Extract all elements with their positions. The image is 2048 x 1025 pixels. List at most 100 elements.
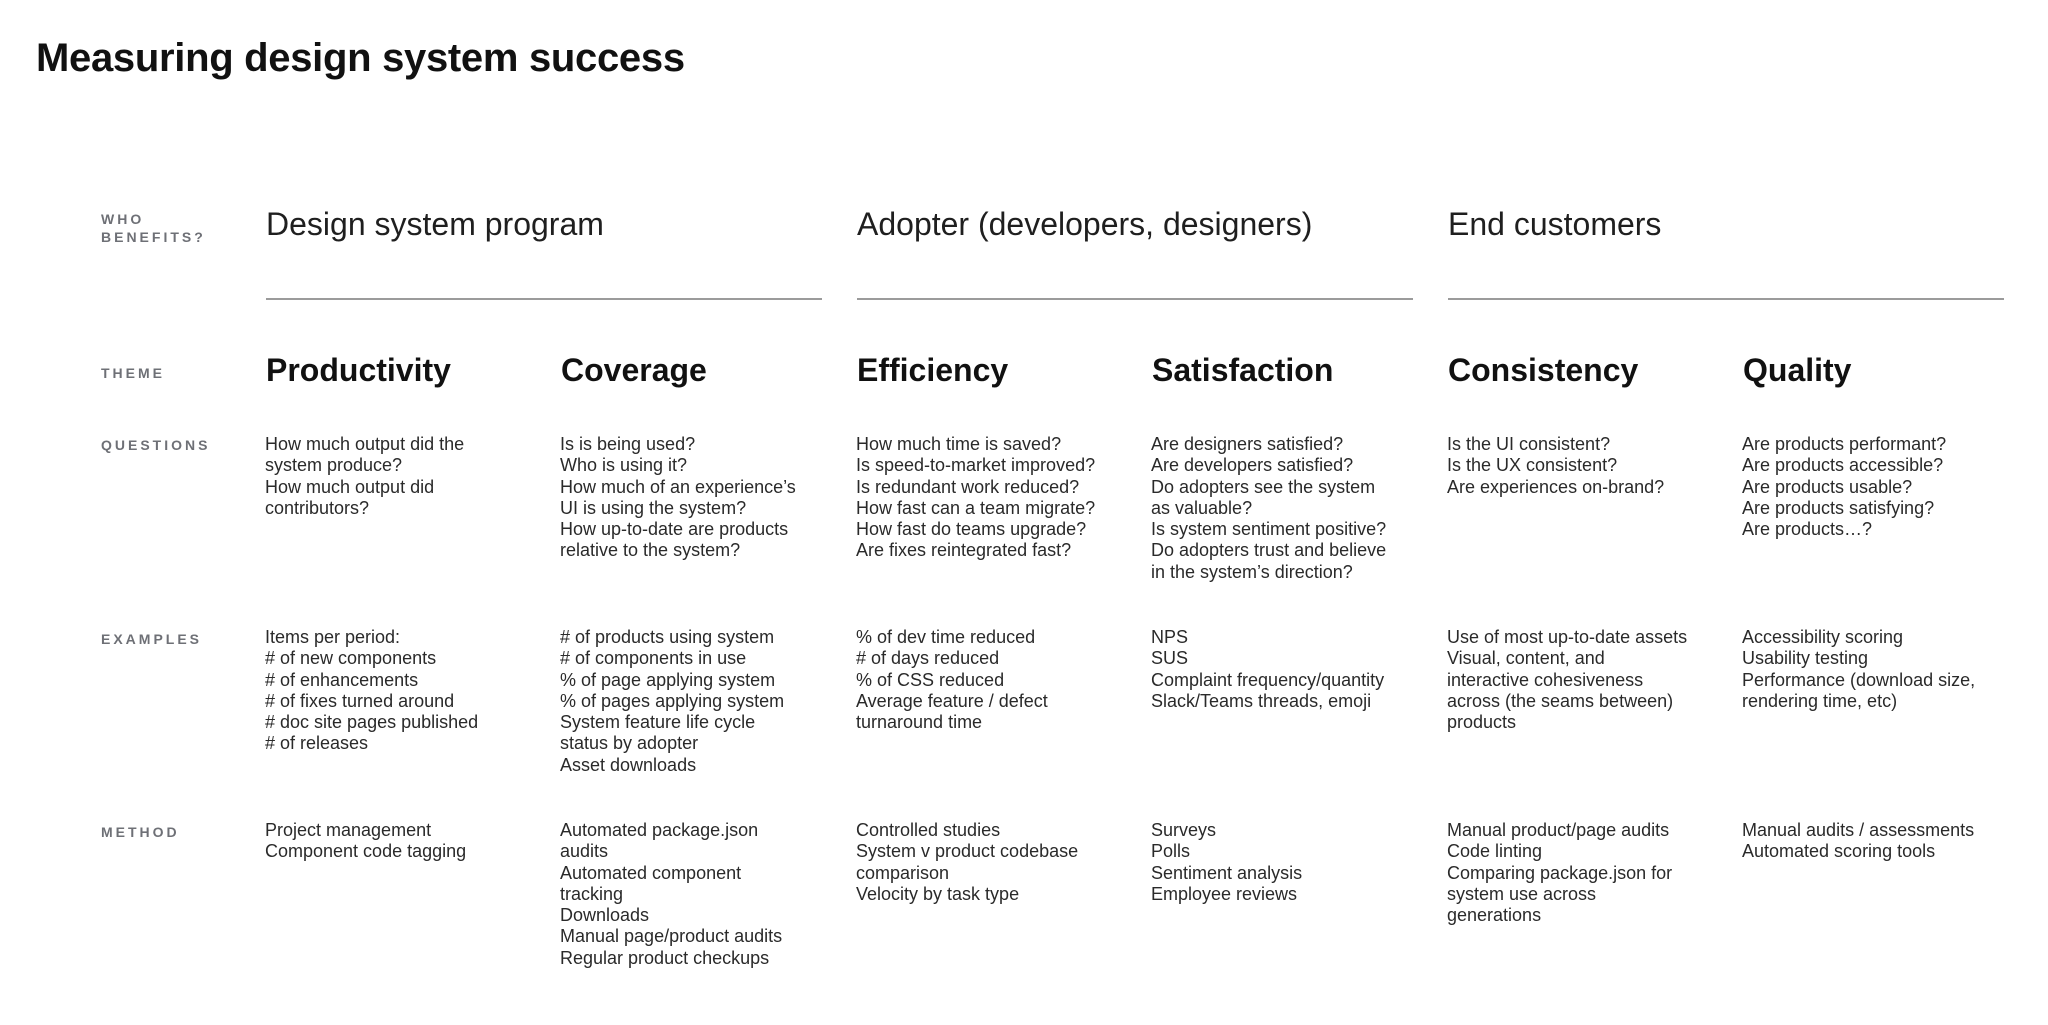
examples-line: Average feature / defect: [856, 690, 1048, 711]
questions-line: Is speed-to-market improved?: [856, 455, 1096, 476]
questions-line: Is the UX consistent?: [1447, 455, 1618, 476]
examples-line: status by adopter: [560, 733, 699, 754]
examples-line: Items per period:: [265, 627, 401, 647]
questions-line: How much time is saved?: [856, 434, 1062, 454]
method-line: Automated scoring tools: [1742, 841, 1936, 862]
row-label-who-benefits-line: BENEFITS?: [101, 229, 206, 245]
group-divider: [857, 298, 1413, 300]
examples-line: Performance (download size,: [1742, 669, 1976, 690]
group-divider: [266, 298, 822, 300]
questions-line: Are developers satisfied?: [1151, 455, 1354, 476]
method-line: Polls: [1151, 841, 1191, 862]
examples-line: # of components in use: [560, 648, 747, 669]
examples-line: Asset downloads: [560, 754, 697, 775]
examples-line: # of products using system: [560, 627, 775, 647]
group-title-design-system-program: Design system program: [266, 206, 604, 242]
method-line: Manual audits / assessments: [1742, 820, 1975, 840]
row-label-method: METHOD: [101, 824, 180, 840]
examples-line: Use of most up-to-date assets: [1447, 627, 1688, 647]
questions-line: Are experiences on-brand?: [1447, 476, 1665, 497]
coverage-questions-cell: Is is being used? Who is using it? How muc…: [560, 434, 840, 562]
method-line: audits: [560, 841, 609, 862]
questions-line: Are products accessible?: [1742, 455, 1944, 476]
method-line: Component code tagging: [265, 841, 467, 862]
quality-method-cell: Manual audits / assessments Automated sco…: [1742, 820, 2022, 863]
theme-title-efficiency: Efficiency: [857, 352, 1009, 388]
method-line: Sentiment analysis: [1151, 862, 1303, 883]
questions-line: Are designers satisfied?: [1151, 434, 1344, 454]
efficiency-questions-cell: How much time is saved? Is speed-to-marke…: [856, 434, 1136, 562]
method-line: system use across: [1447, 883, 1597, 904]
examples-line: # of enhancements: [265, 669, 419, 690]
questions-line: How much output did: [265, 476, 435, 497]
row-label-theme: THEME: [101, 365, 165, 381]
questions-line: Is is being used?: [560, 434, 696, 454]
examples-line: Slack/Teams threads, emoji: [1151, 690, 1372, 711]
quality-questions-cell: Are products performant? Are products acc…: [1742, 434, 2022, 540]
examples-line: Complaint frequency/quantity: [1151, 669, 1385, 690]
efficiency-method-cell: Controlled studies System v product codeb…: [856, 820, 1136, 905]
productivity-method-cell: Project management Component code tagging: [265, 820, 545, 863]
examples-line: rendering time, etc): [1742, 690, 1898, 711]
method-line: Automated package.json: [560, 820, 759, 840]
coverage-method-cell: Automated package.json audits Automated co…: [560, 820, 840, 969]
questions-line: relative to the system?: [560, 540, 741, 561]
method-line: System v product codebase: [856, 841, 1079, 862]
productivity-questions-cell: How much output did the system produce? Ho…: [265, 434, 545, 519]
examples-line: # of new components: [265, 648, 437, 669]
method-line: Project management: [265, 820, 432, 840]
group-title-end-customers: End customers: [1448, 206, 1662, 242]
examples-line: # of releases: [265, 733, 369, 754]
examples-line: % of dev time reduced: [856, 627, 1036, 647]
method-line: Regular product checkups: [560, 947, 770, 968]
questions-line: Is the UI consistent?: [1447, 434, 1611, 454]
questions-line: How much output did the: [265, 434, 465, 454]
efficiency-examples-cell: % of dev time reduced # of days reduced% …: [856, 627, 1136, 733]
questions-line: in the system’s direction?: [1151, 561, 1353, 582]
questions-line: Are fixes reintegrated fast?: [856, 540, 1072, 561]
examples-line: interactive cohesiveness: [1447, 669, 1644, 690]
examples-line: NPS: [1151, 627, 1189, 647]
examples-line: turnaround time: [856, 712, 983, 733]
page-title: Measuring design system success: [36, 36, 685, 80]
method-line: generations: [1447, 905, 1542, 926]
questions-line: Are products performant?: [1742, 434, 1947, 454]
satisfaction-questions-cell: Are designers satisfied? Are developers s…: [1151, 434, 1431, 583]
questions-line: How much of an experience’s: [560, 476, 796, 497]
examples-line: Visual, content, and: [1447, 648, 1605, 669]
examples-line: % of pages applying system: [560, 690, 785, 711]
questions-line: Is system sentiment positive?: [1151, 519, 1387, 540]
row-label-who-benefits: WHO BENEFITS?: [101, 210, 206, 246]
row-label-questions: QUESTIONS: [101, 437, 211, 453]
examples-line: # of fixes turned around: [265, 690, 455, 711]
method-line: Manual page/product audits: [560, 926, 783, 947]
satisfaction-examples-cell: NPS SUS Complaint frequency/quantity Slack/…: [1151, 627, 1431, 712]
method-line: Code linting: [1447, 841, 1543, 862]
theme-title-productivity: Productivity: [266, 352, 451, 388]
group-title-adopter: Adopter (developers, designers): [857, 206, 1313, 242]
examples-line: SUS: [1151, 648, 1189, 669]
questions-line: system produce?: [265, 455, 403, 476]
method-line: Automated component: [560, 862, 742, 883]
questions-line: Are products usable?: [1742, 476, 1913, 497]
examples-line: # doc site pages published: [265, 712, 479, 733]
examples-line: products: [1447, 712, 1517, 733]
method-line: tracking: [560, 883, 624, 904]
theme-title-coverage: Coverage: [561, 352, 707, 388]
questions-line: How up-to-date are products: [560, 519, 789, 540]
examples-line: across (the seams between): [1447, 690, 1674, 711]
examples-line: % of CSS reduced: [856, 669, 1005, 690]
consistency-examples-cell: Use of most up-to-date assets Visual, con…: [1447, 627, 1727, 733]
method-line: Controlled studies: [856, 820, 1001, 840]
questions-line: How fast can a team migrate?: [856, 497, 1096, 518]
quality-examples-cell: Accessibility scoring Usability testing Pe…: [1742, 627, 2022, 712]
method-line: Comparing package.json for: [1447, 862, 1673, 883]
theme-title-consistency: Consistency: [1448, 352, 1639, 388]
method-line: Velocity by task type: [856, 883, 1020, 904]
method-line: Manual product/page audits: [1447, 820, 1670, 840]
theme-title-quality: Quality: [1743, 352, 1852, 388]
method-line: Employee reviews: [1151, 883, 1298, 904]
consistency-questions-cell: Is the UI consistent? Is the UX consisten…: [1447, 434, 1727, 498]
theme-title-satisfaction: Satisfaction: [1152, 352, 1334, 388]
examples-line: % of page applying system: [560, 669, 776, 690]
